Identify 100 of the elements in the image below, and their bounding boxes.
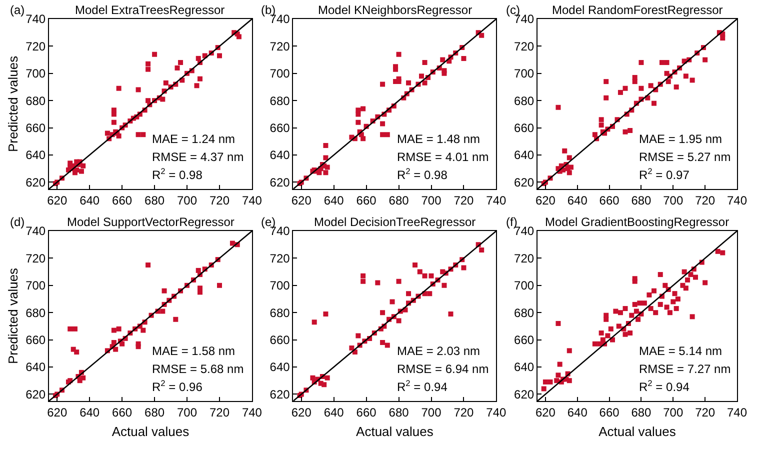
point [632, 79, 638, 84]
text: (a) [10, 3, 25, 17]
x-tick-label: 660 [112, 193, 132, 208]
x-tick-label: 720 [209, 193, 230, 208]
point [479, 32, 484, 38]
point [442, 282, 447, 288]
y-tick-label: 620 [26, 387, 46, 402]
point [396, 278, 402, 284]
point [323, 142, 328, 148]
point [566, 155, 572, 160]
y-tick-label: 720 [270, 251, 290, 266]
x-tick-label: 660 [112, 405, 132, 420]
y-tick-label: 680 [26, 94, 46, 108]
x-tick-label: 620 [291, 405, 312, 420]
annotation: MAE = 5.14 nm [639, 344, 722, 358]
y-axis-title: Predicted values [6, 267, 21, 364]
point [323, 155, 328, 160]
point [618, 90, 623, 95]
x-axis-title: Actual values [356, 424, 434, 439]
point [461, 56, 466, 61]
y-tick-label: 700 [270, 66, 290, 81]
annotation: R$^{2}$ = 0.98 [397, 166, 448, 182]
annotation: RMSE = 5.68 nm [152, 362, 244, 376]
x-tick-label: 700 [421, 193, 442, 208]
point [396, 52, 402, 57]
point [622, 86, 628, 91]
chart-title: Model RandomForestRegressor [552, 3, 723, 17]
y-tick-label: 700 [270, 278, 290, 293]
x-tick-label: 700 [176, 405, 198, 420]
annotation: MAE = 1.58 nm [152, 344, 236, 358]
x-tick-label: 660 [356, 193, 377, 208]
y-tick-label: 720 [270, 39, 290, 54]
annotation: MAE = 1.24 nm [152, 132, 236, 146]
point [380, 310, 386, 316]
annotation: RMSE = 4.01 nm [397, 150, 489, 164]
point [562, 148, 568, 154]
y-tick-label: 680 [270, 94, 290, 108]
x-tick-label: 680 [388, 405, 410, 420]
annotation: R$^{2}$ = 0.96 [152, 378, 203, 394]
point [683, 74, 688, 79]
point [440, 57, 446, 62]
x-tick-label: 720 [695, 193, 716, 208]
point [427, 291, 432, 296]
y-tick-label: 620 [26, 175, 46, 190]
point [720, 36, 726, 41]
point [604, 95, 609, 100]
point [428, 273, 434, 278]
point [638, 60, 644, 66]
x-tick-label: 680 [631, 193, 652, 208]
point [406, 291, 412, 296]
annotation: R$^{2}$ = 0.94 [639, 378, 690, 394]
y-tick-label: 700 [26, 278, 46, 293]
chart-title: Model DecisionTreeRegressor [314, 215, 476, 229]
point [375, 280, 380, 286]
x-tick-label: 740 [486, 405, 507, 420]
y-tick-label: 640 [514, 360, 534, 374]
point [146, 262, 151, 268]
y-tick-label: 620 [270, 387, 290, 402]
point [230, 240, 235, 246]
text: (d) [10, 215, 25, 229]
x-tick-label: 720 [209, 405, 230, 420]
x-tick-label: 740 [242, 193, 262, 208]
point [136, 344, 141, 350]
y-tick-label: 720 [514, 251, 534, 266]
point [349, 345, 354, 350]
x-tick-label: 720 [454, 193, 474, 208]
point [384, 342, 390, 348]
point [412, 262, 418, 268]
text: (e) [261, 215, 276, 229]
point [323, 170, 328, 176]
point [360, 278, 366, 284]
x-tick-label: 740 [726, 193, 748, 208]
x-tick-label: 700 [663, 405, 684, 420]
x-tick-label: 700 [176, 193, 198, 208]
x-tick-label: 620 [47, 193, 68, 208]
y-tick-label: 720 [26, 39, 46, 54]
point [628, 128, 633, 134]
x-tick-label: 640 [324, 193, 344, 208]
point [622, 129, 628, 134]
point [390, 299, 395, 304]
x-tick-label: 620 [291, 193, 312, 208]
y-tick-label: 620 [514, 387, 534, 402]
point [566, 170, 572, 176]
point [417, 269, 422, 274]
point [323, 311, 328, 316]
x-tick-label: 720 [695, 405, 716, 420]
annotation: MAE = 2.03 nm [397, 344, 480, 358]
annotation: R$^{2}$ = 0.98 [152, 166, 203, 182]
point [111, 340, 116, 346]
point [598, 122, 604, 128]
y-tick-label: 660 [514, 333, 534, 347]
y-tick-label: 680 [26, 306, 46, 320]
point [380, 340, 386, 346]
y-tick-label: 700 [514, 66, 534, 81]
x-tick-label: 640 [324, 405, 344, 420]
annotation: RMSE = 5.27 nm [639, 150, 731, 164]
point [72, 326, 78, 332]
text: (b) [261, 3, 276, 17]
x-tick-label: 640 [567, 405, 588, 420]
point [322, 382, 327, 388]
